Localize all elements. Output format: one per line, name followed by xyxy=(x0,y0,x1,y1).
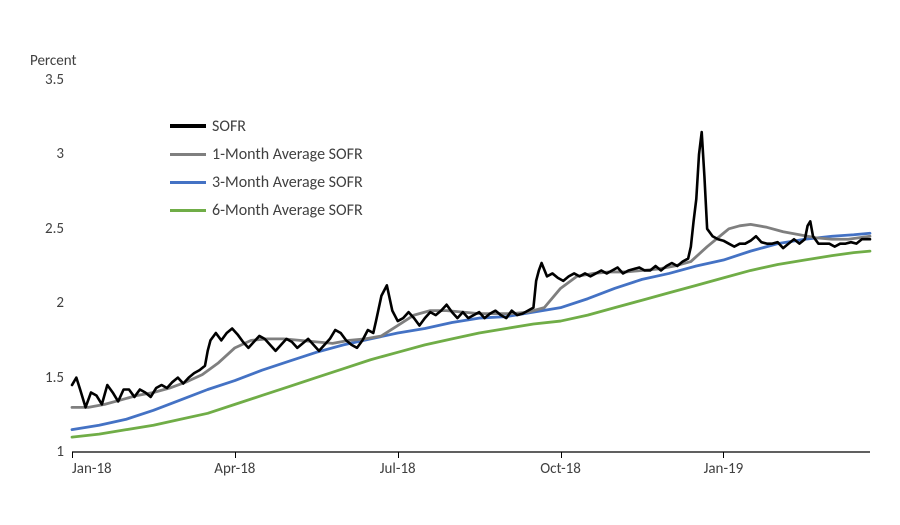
x-tick-label: Jul-18 xyxy=(380,460,416,478)
y-tick-label: 3 xyxy=(24,145,64,163)
series-line xyxy=(72,251,870,437)
y-axis-title: Percent xyxy=(30,52,77,70)
x-tick-mark xyxy=(235,452,236,458)
legend-item: 3-Month Average SOFR xyxy=(170,171,363,193)
x-tick-label: Oct-18 xyxy=(540,460,581,478)
sofr-line-chart: Percent 1 1.5 2 2.5 3 3.5 Jan-18 Apr-18 Jul-18 O… xyxy=(0,0,900,525)
legend-label: 6-Month Average SOFR xyxy=(212,201,363,220)
y-tick-label: 2 xyxy=(24,294,64,312)
legend-item: 6-Month Average SOFR xyxy=(170,199,363,221)
x-tick-mark xyxy=(723,452,724,458)
legend-item: 1-Month Average SOFR xyxy=(170,143,363,165)
x-tick-label: Apr-18 xyxy=(214,460,255,478)
legend-item: SOFR xyxy=(170,115,363,137)
legend-swatch xyxy=(170,124,206,127)
x-tick-mark xyxy=(398,452,399,458)
legend-swatch xyxy=(170,181,206,184)
y-tick-label: 3.5 xyxy=(24,71,64,89)
legend-label: 3-Month Average SOFR xyxy=(212,173,363,192)
y-tick-label: 1.5 xyxy=(24,369,64,387)
series-line xyxy=(72,233,870,429)
x-tick-label: Jan-18 xyxy=(72,460,112,478)
y-tick-label: 2.5 xyxy=(24,220,64,238)
legend-label: SOFR xyxy=(212,117,246,136)
y-tick-label: 1 xyxy=(24,443,64,461)
plot-area xyxy=(0,0,900,525)
x-tick-mark xyxy=(72,452,73,458)
legend-label: 1-Month Average SOFR xyxy=(212,145,363,164)
legend-swatch xyxy=(170,209,206,212)
chart-legend: SOFR 1-Month Average SOFR 3-Month Average … xyxy=(170,115,363,227)
legend-swatch xyxy=(170,153,206,156)
x-tick-mark xyxy=(561,452,562,458)
x-tick-label: Jan-19 xyxy=(704,460,744,478)
